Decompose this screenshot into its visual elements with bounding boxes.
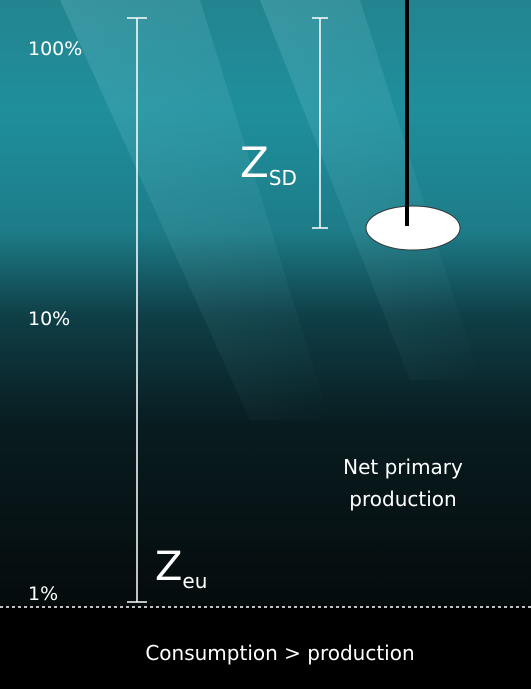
subscript: eu [182, 569, 207, 593]
zone-label: Net primary [343, 455, 463, 479]
scale-label: 1% [28, 583, 58, 605]
subscript: SD [269, 166, 297, 190]
diagram: 100% 10% 1% ZSD Zeu Net primary producti… [0, 0, 531, 689]
zone-label: production [349, 487, 456, 511]
scale-label: 10% [28, 308, 70, 330]
symbol: Z [155, 544, 182, 590]
zone-label: Consumption > production [145, 641, 414, 665]
symbol: Z [240, 138, 269, 187]
secchi-disk [366, 206, 460, 250]
scale-label: 100% [28, 38, 82, 60]
